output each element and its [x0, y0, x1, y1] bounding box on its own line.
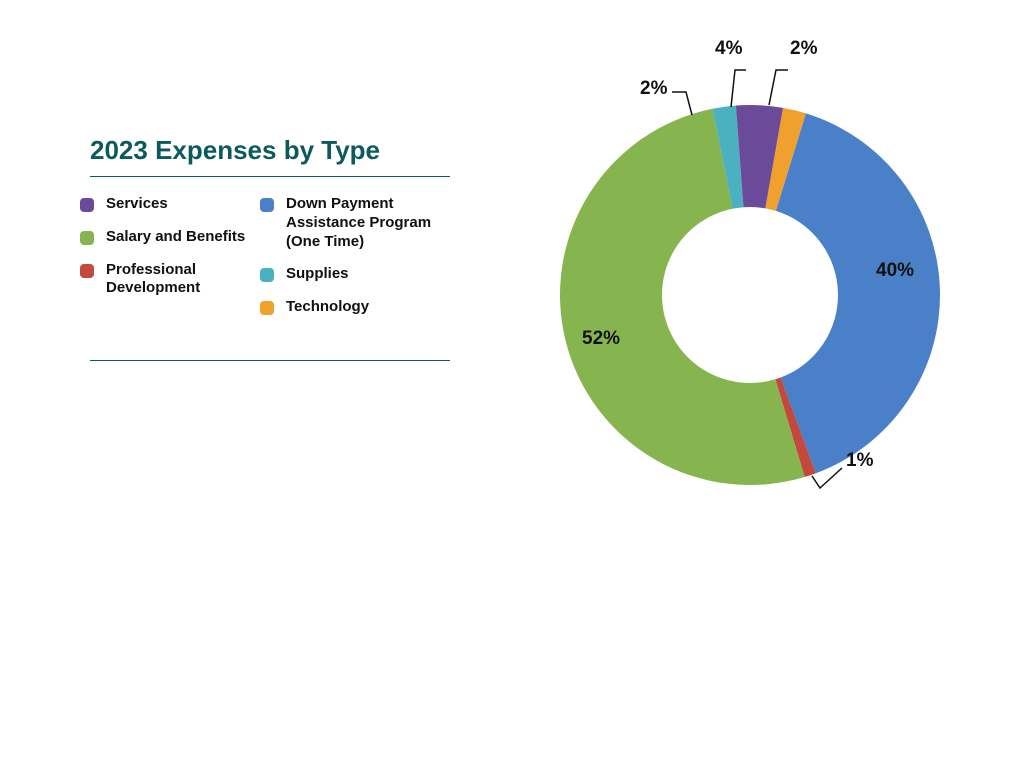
legend-item: Services: [80, 195, 260, 214]
title-rule: [90, 176, 450, 177]
legend-swatch: [260, 301, 274, 315]
legend-swatch: [80, 198, 94, 212]
legend-item: Salary and Benefits: [80, 228, 260, 247]
chart-title: 2023 Expenses by Type: [90, 135, 450, 166]
donut-chart: 2% 40% 1% 52% 2% 4%: [520, 40, 980, 520]
legend-item: Technology: [260, 298, 440, 317]
legend-label: Down Payment Assistance Program (One Tim…: [286, 195, 440, 251]
legend-label: Supplies: [286, 265, 349, 284]
legend-swatch: [260, 198, 274, 212]
legend-label: Salary and Benefits: [106, 228, 245, 247]
donut-slice: [776, 113, 940, 473]
slice-label: 1%: [846, 450, 873, 472]
legend-item: Down Payment Assistance Program (One Tim…: [260, 195, 440, 251]
leader-line: [769, 70, 788, 105]
donut-svg: [520, 40, 980, 550]
leader-line: [672, 92, 692, 115]
leader-line: [731, 70, 746, 107]
legend-swatch: [260, 268, 274, 282]
legend-item: Supplies: [260, 265, 440, 284]
slice-label: 4%: [715, 38, 742, 60]
chart-container: 2023 Expenses by Type Services Salary and…: [0, 0, 1024, 768]
title-block: 2023 Expenses by Type: [90, 135, 450, 177]
legend: Services Salary and Benefits Professional …: [80, 195, 460, 331]
legend-swatch: [80, 264, 94, 278]
legend-bottom-rule: [90, 360, 450, 361]
legend-label: Professional Development: [106, 261, 260, 299]
legend-label: Services: [106, 195, 168, 214]
legend-label: Technology: [286, 298, 369, 317]
legend-swatch: [80, 231, 94, 245]
legend-item: Professional Development: [80, 261, 260, 299]
slice-label: 2%: [790, 38, 817, 60]
slice-label: 40%: [876, 260, 914, 282]
slice-label: 52%: [582, 328, 620, 350]
slice-label: 2%: [640, 78, 667, 100]
